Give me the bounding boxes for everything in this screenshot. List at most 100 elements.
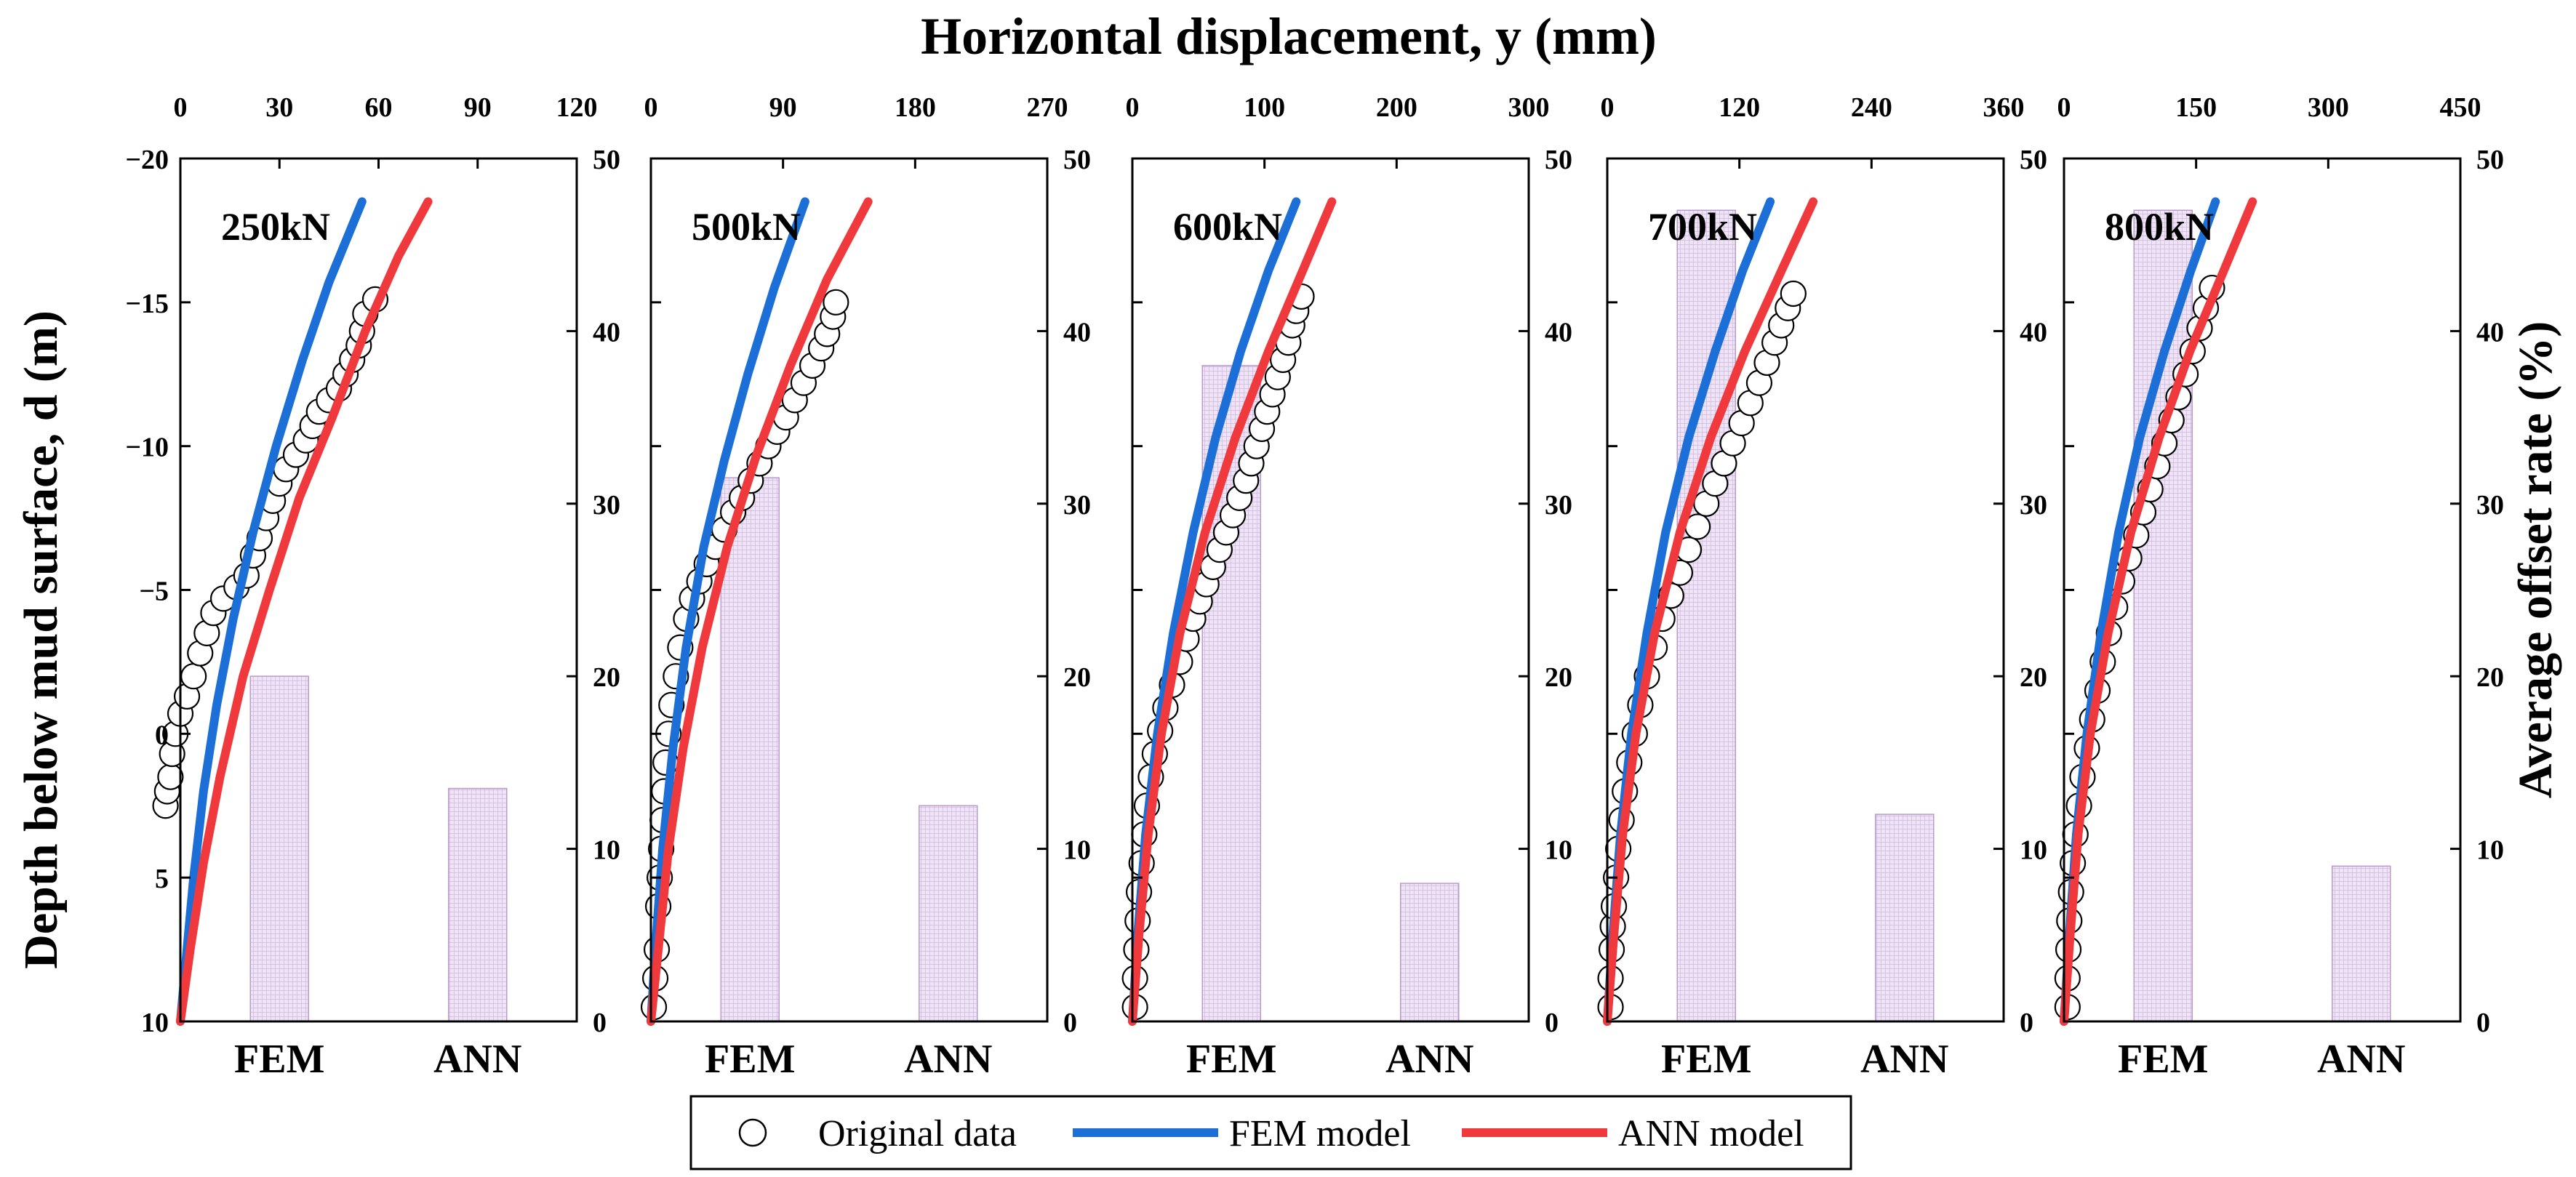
rate-tick-label: 10 bbox=[1063, 835, 1091, 866]
panel-load-label: 250kN bbox=[221, 205, 330, 249]
bar-fem bbox=[249, 675, 309, 1022]
bar-ann bbox=[2332, 865, 2391, 1022]
bar-category-label: FEM bbox=[1186, 1037, 1276, 1082]
bar-category-label: ANN bbox=[1860, 1037, 1948, 1082]
x-tick-label: 0 bbox=[2057, 92, 2071, 123]
panel-2: FEM ANN 0 90 180 270 0 10 20 30 40 50 500kN bbox=[640, 92, 1091, 1082]
depth-tick-label: −5 bbox=[139, 577, 169, 607]
x-tick-label: 30 bbox=[265, 92, 293, 123]
x-tick-label: 180 bbox=[895, 92, 936, 123]
rate-tick-label: 40 bbox=[593, 317, 620, 348]
depth-tick-label: −10 bbox=[125, 433, 169, 463]
bar-ann bbox=[1400, 883, 1460, 1022]
bar-category-label: ANN bbox=[2317, 1037, 2405, 1082]
bar-category-label: ANN bbox=[433, 1037, 521, 1082]
rate-tick-label: 30 bbox=[1063, 490, 1091, 521]
x-tick-label: 300 bbox=[2308, 92, 2349, 123]
plot-frame bbox=[649, 157, 1049, 1023]
legend: Original data FEM model ANN model bbox=[689, 1095, 1852, 1170]
x-tick-label: 60 bbox=[365, 92, 393, 123]
rate-tick-label: 50 bbox=[1063, 145, 1091, 175]
rate-tick-label: 50 bbox=[1545, 145, 1572, 175]
rate-tick-label: 30 bbox=[2020, 490, 2047, 521]
panel-5: FEM ANN 0 150 300 450 0 10 20 30 40 50 800kN bbox=[2054, 92, 2504, 1082]
rate-tick-label: 50 bbox=[2476, 145, 2504, 175]
ann-model-line bbox=[1603, 197, 1818, 1026]
bar-category-label: FEM bbox=[2118, 1037, 2208, 1082]
x-tick-label: 120 bbox=[556, 92, 598, 123]
bar-category-label: FEM bbox=[1661, 1037, 1751, 1082]
bar-category-label: ANN bbox=[904, 1037, 992, 1082]
x-tick-label: 200 bbox=[1376, 92, 1417, 123]
bar-ann bbox=[1875, 814, 1935, 1022]
rate-tick-label: 20 bbox=[1063, 662, 1091, 693]
x-tick-label: 0 bbox=[1126, 92, 1140, 123]
top-axis-title: Horizontal displacement, y (mm) bbox=[921, 7, 1657, 65]
x-tick-label: 450 bbox=[2440, 92, 2481, 123]
rate-tick-label: 0 bbox=[2020, 1008, 2033, 1038]
rate-tick-label: 0 bbox=[2476, 1008, 2490, 1038]
panel-load-label: 700kN bbox=[1648, 205, 1757, 249]
rate-tick-label: 50 bbox=[2020, 145, 2047, 175]
legend-original-data-marker bbox=[738, 1118, 767, 1147]
bar-ann bbox=[919, 805, 978, 1022]
rate-tick-label: 0 bbox=[1063, 1008, 1077, 1038]
ann-model-line bbox=[647, 197, 873, 1026]
x-tick-label: 0 bbox=[174, 92, 188, 123]
depth-tick-label: 0 bbox=[155, 720, 169, 750]
ann-model-line bbox=[2060, 197, 2257, 1026]
rate-tick-label: 40 bbox=[1545, 317, 1572, 348]
rate-tick-label: 10 bbox=[593, 835, 620, 866]
x-tick-label: 120 bbox=[1719, 92, 1760, 123]
ann-model-line bbox=[1128, 197, 1337, 1026]
original-data-point bbox=[157, 763, 184, 790]
rate-tick-label: 20 bbox=[2020, 662, 2047, 693]
fem-model-line bbox=[647, 197, 809, 1026]
x-tick-label: 240 bbox=[1851, 92, 1892, 123]
bar-fem bbox=[1676, 209, 1736, 1022]
original-data-point bbox=[1780, 280, 1807, 308]
bar-ann bbox=[448, 787, 508, 1022]
x-tick-label: 0 bbox=[1601, 92, 1615, 123]
rate-tick-label: 20 bbox=[1545, 662, 1572, 693]
x-tick-label: 100 bbox=[1244, 92, 1285, 123]
rate-tick-label: 20 bbox=[2476, 662, 2504, 693]
panel-load-label: 500kN bbox=[692, 205, 801, 249]
panel-4: FEM ANN 0 120 240 360 0 10 20 30 40 50 700kN bbox=[1597, 92, 2047, 1082]
rate-tick-label: 20 bbox=[593, 662, 620, 693]
rate-tick-label: 30 bbox=[2476, 490, 2504, 521]
rate-tick-label: 30 bbox=[593, 490, 620, 521]
ann-model-line bbox=[176, 197, 433, 1026]
rate-tick-label: 0 bbox=[1545, 1008, 1559, 1038]
legend-original-data-label: Original data bbox=[818, 1113, 1017, 1154]
original-data-point bbox=[823, 289, 849, 316]
bar-fem bbox=[2133, 209, 2193, 1022]
panel-3: FEM ANN 0 100 200 300 0 10 20 30 40 50 600kN bbox=[1121, 92, 1572, 1082]
bar-category-label: FEM bbox=[705, 1037, 795, 1082]
fem-model-line bbox=[176, 197, 367, 1026]
x-tick-label: 300 bbox=[1508, 92, 1550, 123]
bar-fem bbox=[720, 477, 780, 1022]
original-data-point bbox=[180, 663, 207, 690]
depth-tick-label: −15 bbox=[125, 289, 169, 319]
left-axis-title: Depth below mud surface, d (m) bbox=[15, 310, 68, 969]
x-tick-label: 0 bbox=[644, 92, 658, 123]
x-tick-label: 90 bbox=[769, 92, 797, 123]
bar-category-label: ANN bbox=[1385, 1037, 1473, 1082]
right-axis-title: Average offset rate (%) bbox=[2509, 321, 2562, 799]
rate-tick-label: 40 bbox=[2020, 317, 2047, 348]
x-tick-label: 150 bbox=[2175, 92, 2217, 123]
legend-ann-model-label: ANN model bbox=[1618, 1113, 1804, 1154]
bar-category-label: FEM bbox=[234, 1037, 324, 1082]
rate-tick-label: 10 bbox=[1545, 835, 1572, 866]
rate-tick-label: 0 bbox=[593, 1008, 607, 1038]
depth-tick-label: 5 bbox=[155, 864, 169, 894]
rate-tick-label: 10 bbox=[2476, 835, 2504, 866]
legend-fem-model-label: FEM model bbox=[1229, 1113, 1411, 1154]
x-tick-label: 90 bbox=[464, 92, 492, 123]
rate-tick-label: 50 bbox=[593, 145, 620, 175]
rate-tick-label: 40 bbox=[2476, 317, 2504, 348]
